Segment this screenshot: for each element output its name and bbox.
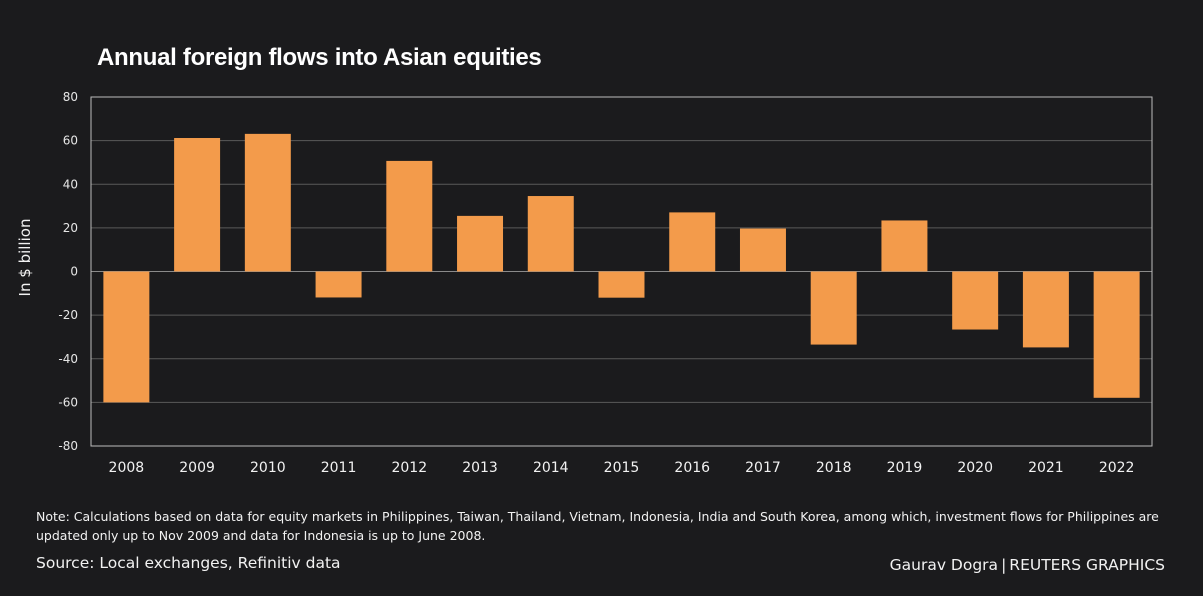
y-tick-label: 80 <box>63 90 78 104</box>
y-axis-label: In $ billion <box>16 219 34 297</box>
y-tick-label: -20 <box>58 308 78 322</box>
y-tick-label: 40 <box>63 177 78 191</box>
bar-2009 <box>174 138 221 272</box>
x-tick-label: 2012 <box>391 460 427 476</box>
bar-2012 <box>386 160 433 272</box>
y-tick-label: 0 <box>70 265 78 279</box>
bar-2010 <box>244 133 291 272</box>
organization-name: REUTERS GRAPHICS <box>1009 556 1165 574</box>
plot-frame <box>90 96 1153 447</box>
bar-2022 <box>1093 271 1140 398</box>
bars <box>103 133 1140 403</box>
x-tick-label: 2017 <box>745 460 781 476</box>
x-tick-label: 2020 <box>957 460 993 476</box>
credit-separator: | <box>1001 556 1007 574</box>
y-tick-label: -40 <box>58 352 78 366</box>
bar-2011 <box>315 271 362 298</box>
y-tick-label: 60 <box>63 134 78 148</box>
x-tick-label: 2011 <box>321 460 357 476</box>
bar-2013 <box>457 215 504 272</box>
x-tick-label: 2014 <box>533 460 569 476</box>
bar-2017 <box>739 228 786 272</box>
y-tick-label: 20 <box>63 221 78 235</box>
bar-2014 <box>527 196 574 272</box>
bar-2021 <box>1022 271 1069 348</box>
author-name: Gaurav Dogra <box>889 556 999 574</box>
x-tick-label: 2021 <box>1028 460 1064 476</box>
chart-title: Annual foreign flows into Asian equities <box>97 44 542 71</box>
x-tick-label: 2010 <box>250 460 286 476</box>
x-tick-label: 2009 <box>179 460 215 476</box>
x-tick-label: 2013 <box>462 460 498 476</box>
bar-2020 <box>952 271 999 330</box>
x-tick-label: 2018 <box>816 460 852 476</box>
x-tick-label: 2008 <box>109 460 145 476</box>
bar-2008 <box>103 271 150 403</box>
x-tick-label: 2016 <box>674 460 710 476</box>
x-tick-label: 2019 <box>887 460 923 476</box>
bar-2019 <box>881 220 928 272</box>
x-tick-label: 2022 <box>1099 460 1135 476</box>
y-tick-label: -60 <box>58 395 78 409</box>
x-axis-ticks: 2008 2009 2010 2011 2012 2013 2014 2015 2016 2017… <box>109 460 1135 476</box>
bar-2018 <box>810 271 857 345</box>
y-axis-ticks: 80 60 40 20 0 -20 -40 -60 -80 <box>58 90 78 453</box>
x-tick-label: 2015 <box>604 460 640 476</box>
source-text: Source: Local exchanges, Refinitiv data <box>36 554 341 572</box>
chart-note: Note: Calculations based on data for equ… <box>36 509 1159 543</box>
bar-2016 <box>669 212 716 272</box>
y-tick-label: -80 <box>58 439 78 453</box>
credit: Gaurav Dogra | REUTERS GRAPHICS <box>890 556 1165 574</box>
bar-2015 <box>598 271 645 298</box>
